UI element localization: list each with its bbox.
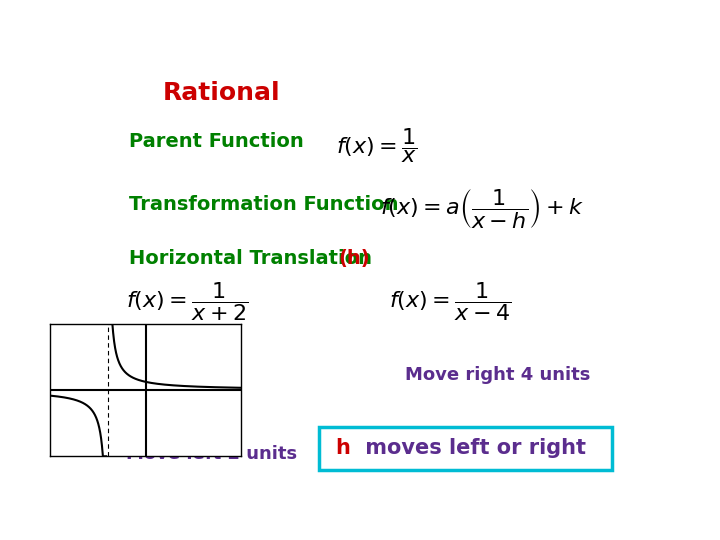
- Text: $f(x) = a\left(\dfrac{1}{x-h}\right)+k$: $f(x) = a\left(\dfrac{1}{x-h}\right)+k$: [380, 187, 585, 230]
- Text: Rational: Rational: [163, 82, 280, 105]
- Text: Move left 2 units: Move left 2 units: [126, 444, 297, 463]
- Text: Horizontal Translation: Horizontal Translation: [129, 248, 372, 268]
- Text: $f(x) = \dfrac{1}{x-4}$: $f(x) = \dfrac{1}{x-4}$: [389, 280, 511, 323]
- Text: (h): (h): [338, 248, 370, 268]
- Bar: [319, 427, 612, 470]
- Text: Transformation Function: Transformation Function: [129, 194, 399, 214]
- Text: $f(x) = \dfrac{1}{x}$: $f(x) = \dfrac{1}{x}$: [336, 126, 418, 165]
- Text: $f(x) = \dfrac{1}{x+2}$: $f(x) = \dfrac{1}{x+2}$: [127, 280, 249, 323]
- Text: h: h: [336, 438, 351, 458]
- Text: moves left or right: moves left or right: [358, 438, 586, 458]
- Text: Parent Function: Parent Function: [129, 132, 304, 151]
- Text: Move right 4 units: Move right 4 units: [405, 366, 590, 383]
